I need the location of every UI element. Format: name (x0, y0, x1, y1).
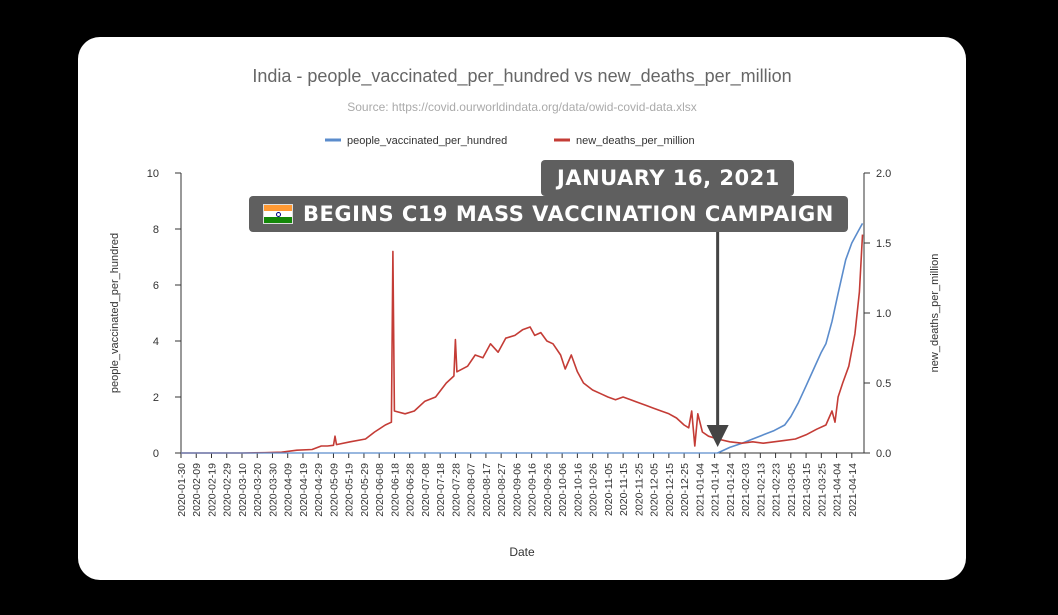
legend-label: new_deaths_per_million (576, 135, 695, 147)
x-tick-label: 2020-07-08 (420, 463, 432, 517)
x-tick-label: 2021-02-03 (740, 463, 752, 517)
x-tick-label: 2021-04-14 (847, 463, 859, 517)
x-tick-label: 2021-03-05 (786, 463, 798, 517)
x-tick-label: 2020-07-28 (450, 463, 462, 517)
annotation-arrow-head (706, 425, 729, 447)
x-tick-label: 2020-04-19 (298, 463, 310, 517)
y-right-tick-label: 0.5 (876, 378, 891, 390)
x-tick-label: 2020-08-27 (496, 463, 508, 517)
x-tick-label: 2021-04-04 (832, 463, 844, 517)
annotation-date: JANUARY 16, 2021 (541, 160, 794, 196)
x-tick-label: 2020-06-28 (405, 463, 417, 517)
y-left-axis-label: people_vaccinated_per_hundred (109, 233, 121, 393)
y-right-tick-label: 1.5 (876, 238, 891, 250)
x-tick-label: 2020-04-09 (283, 463, 295, 517)
x-tick-label: 2020-03-30 (267, 463, 279, 517)
y-left-tick-label: 0 (153, 448, 159, 460)
x-tick-label: 2021-01-14 (710, 463, 722, 517)
india-flag-icon (263, 204, 293, 224)
x-tick-label: 2020-04-29 (313, 463, 325, 517)
chart-card: India - people_vaccinated_per_hundred vs… (78, 37, 966, 580)
x-tick-label: 2020-02-29 (222, 463, 234, 517)
x-tick-label: 2020-05-09 (328, 463, 340, 517)
x-tick-label: 2020-02-09 (191, 463, 203, 517)
x-tick-label: 2020-10-26 (588, 463, 600, 517)
x-tick-label: 2020-07-18 (435, 463, 447, 517)
y-left-tick-label: 4 (153, 336, 159, 348)
y-right-tick-label: 2.0 (876, 168, 891, 180)
x-tick-label: 2020-08-17 (481, 463, 493, 517)
chart-title: India - people_vaccinated_per_hundred vs… (252, 66, 791, 87)
x-tick-label: 2021-01-24 (725, 463, 737, 517)
x-tick-label: 2020-09-06 (511, 463, 523, 517)
y-left-tick-label: 10 (147, 168, 159, 180)
y-right-tick-label: 1.0 (876, 308, 891, 320)
deaths-series-line (181, 234, 864, 454)
x-tick-label: 2021-03-15 (801, 463, 813, 517)
x-tick-label: 2020-11-25 (633, 463, 645, 516)
legend-label: people_vaccinated_per_hundred (347, 135, 507, 147)
x-tick-label: 2020-06-08 (374, 463, 386, 517)
x-tick-label: 2020-12-25 (679, 463, 691, 517)
x-tick-label: 2020-09-26 (542, 463, 554, 517)
vaccinated-series-line (717, 223, 864, 454)
x-tick-label: 2020-10-06 (557, 463, 569, 517)
y-right-axis-label: new_deaths_per_million (929, 254, 941, 373)
x-tick-label: 2020-09-16 (527, 463, 539, 517)
annotation-date-text: JANUARY 16, 2021 (557, 166, 780, 190)
y-left-tick-label: 2 (153, 392, 159, 404)
y-left-tick-label: 6 (153, 280, 159, 292)
x-tick-label: 2020-05-29 (359, 463, 371, 517)
y-left-tick-label: 8 (153, 224, 159, 236)
x-tick-label: 2020-05-19 (344, 463, 356, 517)
x-tick-label: 2021-03-25 (816, 463, 828, 517)
x-tick-label: 2020-01-30 (176, 463, 188, 517)
x-tick-label: 2021-01-04 (694, 463, 706, 517)
x-tick-label: 2020-11-05 (603, 463, 615, 516)
x-tick-label: 2020-10-16 (572, 463, 584, 517)
x-tick-label: 2020-12-15 (664, 463, 676, 517)
y-right-tick-label: 0.0 (876, 448, 891, 460)
x-tick-label: 2020-12-05 (649, 463, 661, 517)
x-tick-label: 2020-03-10 (237, 463, 249, 517)
x-tick-label: 2020-06-18 (389, 463, 401, 517)
x-tick-label: 2021-02-23 (771, 463, 783, 517)
annotation-caption: BEGINS C19 MASS VACCINATION CAMPAIGN (249, 196, 848, 232)
x-tick-label: 2021-02-13 (755, 463, 767, 517)
annotation-caption-text: BEGINS C19 MASS VACCINATION CAMPAIGN (303, 202, 834, 226)
x-tick-label: 2020-11-15 (618, 463, 630, 516)
chart-svg: India - people_vaccinated_per_hundred vs… (109, 66, 941, 559)
chart-subtitle: Source: https://covid.ourworldindata.org… (347, 100, 697, 114)
x-tick-label: 2020-03-20 (252, 463, 264, 517)
x-tick-label: 2020-08-07 (466, 463, 478, 517)
x-tick-label: 2020-02-19 (206, 463, 218, 517)
x-axis-label: Date (509, 545, 535, 559)
